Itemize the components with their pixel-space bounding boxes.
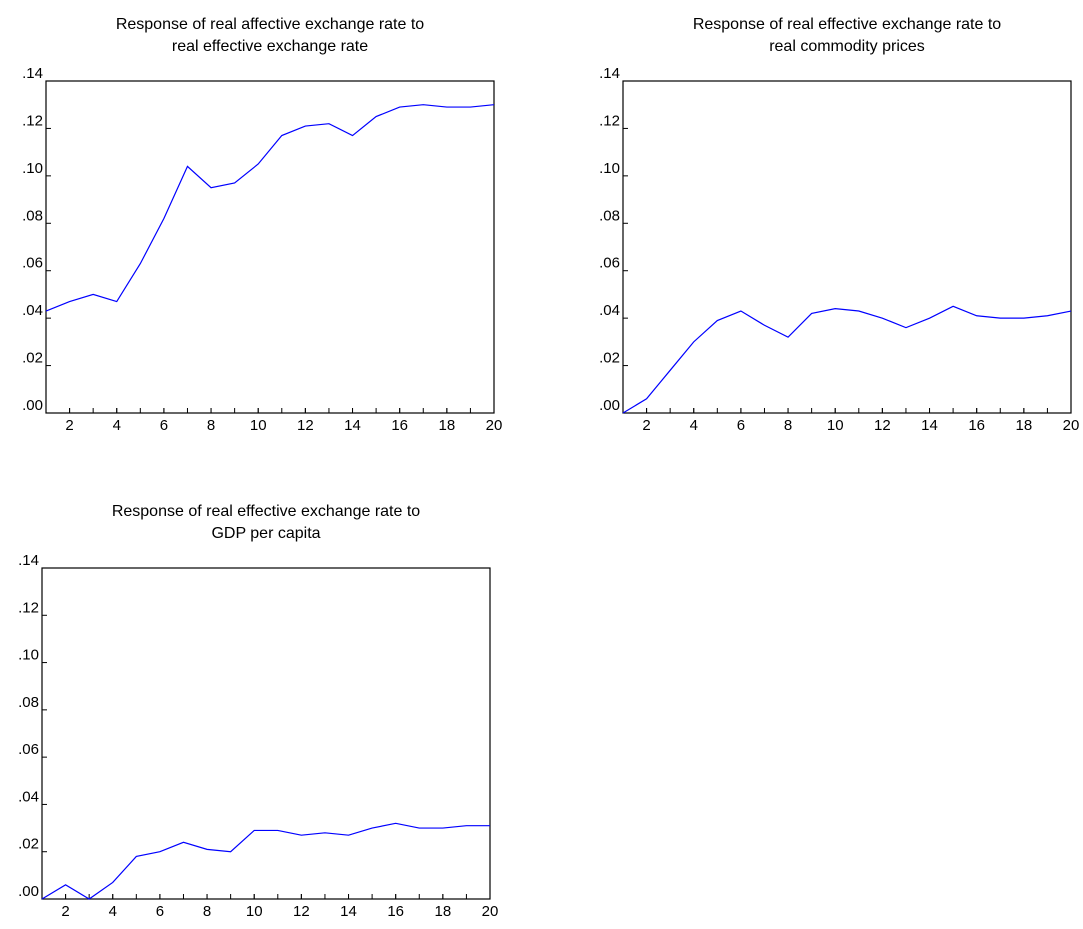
y-tick-label: .04 [22, 302, 43, 319]
x-tick-label: 16 [968, 417, 985, 434]
x-tick-label: 2 [65, 417, 73, 434]
x-tick-label: 6 [156, 903, 164, 920]
x-tick-label: 4 [109, 903, 117, 920]
y-tick-label: .00 [22, 397, 43, 414]
x-tick-label: 2 [61, 903, 69, 920]
chart-title: real effective exchange rate [172, 38, 368, 55]
x-tick-label: 20 [482, 903, 499, 920]
chart-title: Response of real effective exchange rate… [693, 16, 1001, 33]
x-tick-label: 10 [250, 417, 267, 434]
x-tick-label: 16 [387, 903, 404, 920]
y-tick-label: .02 [22, 350, 43, 367]
y-tick-label: .08 [22, 207, 43, 224]
x-tick-label: 8 [784, 417, 792, 434]
y-tick-label: .02 [599, 350, 620, 367]
x-tick-label: 4 [690, 417, 698, 434]
x-tick-label: 12 [297, 417, 314, 434]
y-tick-label: .12 [599, 112, 620, 129]
y-tick-label: .00 [599, 397, 620, 414]
y-tick-label: .00 [18, 883, 39, 900]
y-tick-label: .14 [18, 552, 39, 569]
x-tick-label: 20 [1063, 417, 1080, 434]
y-tick-label: .06 [18, 741, 39, 758]
x-tick-label: 10 [827, 417, 844, 434]
y-tick-label: .14 [599, 65, 620, 82]
chart-title: Response of real affective exchange rate… [116, 16, 424, 33]
plot-frame [45, 80, 495, 414]
y-tick-label: .12 [18, 599, 39, 616]
x-tick-label: 16 [391, 417, 408, 434]
x-tick-label: 6 [737, 417, 745, 434]
chart-title: GDP per capita [211, 525, 320, 542]
y-tick-label: .02 [18, 836, 39, 853]
y-tick-label: .12 [22, 112, 43, 129]
x-tick-label: 8 [207, 417, 215, 434]
x-tick-label: 6 [160, 417, 168, 434]
plot-frame [41, 567, 491, 900]
y-tick-label: .10 [599, 160, 620, 177]
x-tick-label: 14 [921, 417, 938, 434]
data-line [41, 822, 490, 900]
y-tick-label: .06 [599, 255, 620, 272]
data-line [45, 104, 495, 312]
y-tick-label: .06 [22, 255, 43, 272]
plot-frame [622, 80, 1072, 414]
x-tick-label: 18 [434, 903, 451, 920]
y-tick-label: .08 [18, 694, 39, 711]
y-tick-label: .10 [18, 647, 39, 664]
x-tick-label: 8 [203, 903, 211, 920]
x-tick-label: 12 [293, 903, 310, 920]
x-tick-label: 4 [113, 417, 121, 434]
x-tick-label: 18 [438, 417, 455, 434]
y-tick-label: .14 [22, 65, 43, 82]
x-tick-label: 10 [246, 903, 263, 920]
chart-title: Response of real effective exchange rate… [112, 503, 420, 520]
x-tick-label: 20 [486, 417, 503, 434]
x-tick-label: 18 [1015, 417, 1032, 434]
y-tick-label: .04 [18, 788, 39, 805]
data-line [622, 305, 1072, 414]
y-tick-label: .04 [599, 302, 620, 319]
y-tick-label: .08 [599, 207, 620, 224]
y-tick-label: .10 [22, 160, 43, 177]
x-tick-label: 14 [340, 903, 357, 920]
x-tick-label: 2 [642, 417, 650, 434]
x-tick-label: 14 [344, 417, 361, 434]
chart-title: real commodity prices [769, 38, 925, 55]
x-tick-label: 12 [874, 417, 891, 434]
